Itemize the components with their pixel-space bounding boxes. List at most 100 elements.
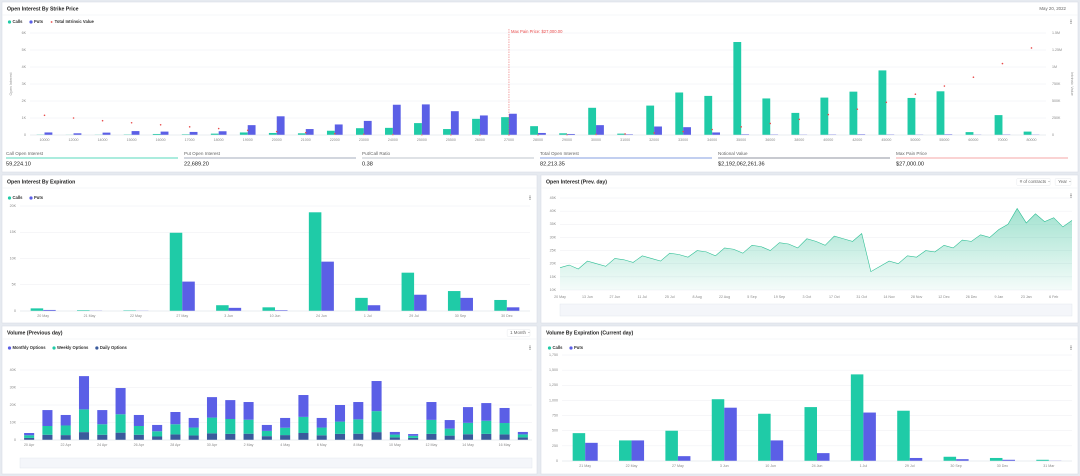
y2-tick-label: 500K bbox=[1052, 99, 1061, 103]
bar-segment bbox=[426, 419, 437, 434]
menu-dot[interactable] bbox=[529, 197, 531, 199]
value-dot bbox=[972, 76, 975, 78]
menu-dot[interactable] bbox=[529, 348, 531, 350]
bar bbox=[989, 457, 1003, 461]
value-dot bbox=[885, 101, 888, 104]
legend-label[interactable]: Monthly Options bbox=[13, 345, 47, 350]
menu-dot[interactable] bbox=[1070, 22, 1072, 24]
legend-label[interactable]: Puts bbox=[34, 19, 44, 24]
legend-label[interactable]: Calls bbox=[13, 195, 24, 200]
bar bbox=[401, 272, 415, 311]
x-tick-label: 15000 bbox=[127, 138, 137, 142]
menu-dot[interactable] bbox=[1070, 345, 1072, 347]
menu-dot[interactable] bbox=[1070, 348, 1072, 350]
legend-swatch bbox=[29, 20, 33, 24]
bar bbox=[791, 112, 800, 135]
stat-value: $27,000.00 bbox=[896, 161, 924, 167]
bar-segment bbox=[298, 433, 309, 440]
bar-segment bbox=[298, 395, 309, 417]
legend-label[interactable]: Weekly Options bbox=[57, 345, 89, 350]
bar bbox=[44, 132, 53, 135]
menu-dot[interactable] bbox=[1070, 347, 1072, 349]
bar-segment bbox=[60, 435, 71, 440]
value-dot bbox=[217, 127, 220, 130]
bar-segment bbox=[78, 432, 90, 440]
value-dot bbox=[1030, 47, 1033, 49]
menu-dot[interactable] bbox=[1070, 195, 1072, 197]
legend-label[interactable]: Daily Options bbox=[100, 345, 128, 350]
menu-dot[interactable] bbox=[529, 195, 531, 197]
bar bbox=[414, 123, 422, 135]
stat-label: Total Open Interest bbox=[540, 151, 580, 156]
legend-label[interactable]: Calls bbox=[553, 345, 564, 350]
x-tick-label: 14 Nov bbox=[883, 295, 895, 299]
bar-segment bbox=[152, 436, 163, 440]
legend-label[interactable]: Puts bbox=[574, 345, 584, 350]
dropdown-label[interactable]: # of contracts bbox=[1020, 179, 1047, 184]
bar-segment bbox=[426, 433, 437, 440]
x-tick-label: 6 May bbox=[317, 443, 327, 447]
bar-segment bbox=[316, 427, 327, 436]
bar-segment bbox=[188, 417, 199, 428]
legend-label[interactable]: Calls bbox=[13, 19, 24, 24]
legend-swatch bbox=[52, 346, 56, 350]
legend-label[interactable]: Puts bbox=[34, 195, 44, 200]
menu-dot[interactable] bbox=[1070, 21, 1072, 23]
menu-dot[interactable] bbox=[1070, 19, 1072, 21]
bar-segment bbox=[481, 403, 492, 421]
dropdown[interactable] bbox=[506, 329, 531, 337]
dropdown[interactable] bbox=[1054, 178, 1072, 186]
value-dot bbox=[827, 113, 830, 116]
menu-dot[interactable] bbox=[529, 198, 531, 200]
x-tick-label: 28 Apr bbox=[170, 443, 181, 447]
x-tick-label: 30000 bbox=[591, 138, 601, 142]
bar-segment bbox=[517, 431, 528, 435]
x-tick-label: 20 Apr bbox=[24, 443, 35, 447]
x-tick-label: 19000 bbox=[243, 138, 253, 142]
value-dot bbox=[130, 121, 133, 124]
x-tick-label: 17000 bbox=[185, 138, 195, 142]
y2-tick-label: 750K bbox=[1052, 82, 1061, 86]
bar bbox=[460, 297, 473, 311]
x-tick-label: 22 May bbox=[130, 314, 142, 318]
x-tick-label: 25000 bbox=[417, 138, 427, 142]
date-label[interactable]: May 20, 2022 bbox=[1039, 6, 1066, 11]
bar-segment bbox=[444, 435, 455, 440]
bar-segment bbox=[261, 424, 272, 431]
menu-dot[interactable] bbox=[1070, 193, 1072, 195]
x-tick-label: 30 Sep bbox=[950, 464, 961, 468]
x-tick-label: 1 Jul bbox=[860, 464, 868, 468]
bar-segment bbox=[389, 434, 400, 438]
bar-segment bbox=[225, 400, 236, 419]
y-tick-label: 10K bbox=[10, 420, 17, 424]
dropdown[interactable] bbox=[1016, 178, 1051, 186]
menu-dot[interactable] bbox=[529, 347, 531, 349]
bar bbox=[152, 133, 161, 135]
bar bbox=[878, 70, 887, 135]
value-dot bbox=[943, 85, 946, 87]
legend-swatch bbox=[50, 21, 53, 23]
bar-segment bbox=[170, 412, 181, 425]
dropdown-label[interactable]: 1 Month bbox=[510, 330, 526, 335]
y-tick-label: 15K bbox=[550, 275, 557, 279]
bar-segment bbox=[408, 437, 419, 440]
bar-segment bbox=[334, 421, 346, 434]
bar bbox=[897, 410, 910, 461]
menu-dot[interactable] bbox=[529, 345, 531, 347]
x-tick-label: 9 Jan bbox=[994, 295, 1003, 299]
bar-segment bbox=[243, 419, 254, 434]
menu-dot[interactable] bbox=[1070, 196, 1072, 198]
bar bbox=[886, 134, 895, 135]
legend-label[interactable]: Total Intrinsic Value bbox=[55, 19, 95, 24]
bar bbox=[619, 440, 632, 461]
dropdown-label[interactable]: Year bbox=[1058, 179, 1067, 184]
stat-label: Notional Value bbox=[718, 151, 748, 156]
bar bbox=[994, 115, 1003, 135]
y-tick-label: 0 bbox=[14, 309, 16, 313]
panel bbox=[1, 1, 1079, 173]
bar bbox=[596, 125, 604, 135]
x-tick-label: 42000 bbox=[852, 138, 862, 142]
x-tick-label: 10 May bbox=[389, 443, 401, 447]
x-tick-label: 27 Jun bbox=[609, 295, 620, 299]
bar bbox=[704, 95, 713, 135]
